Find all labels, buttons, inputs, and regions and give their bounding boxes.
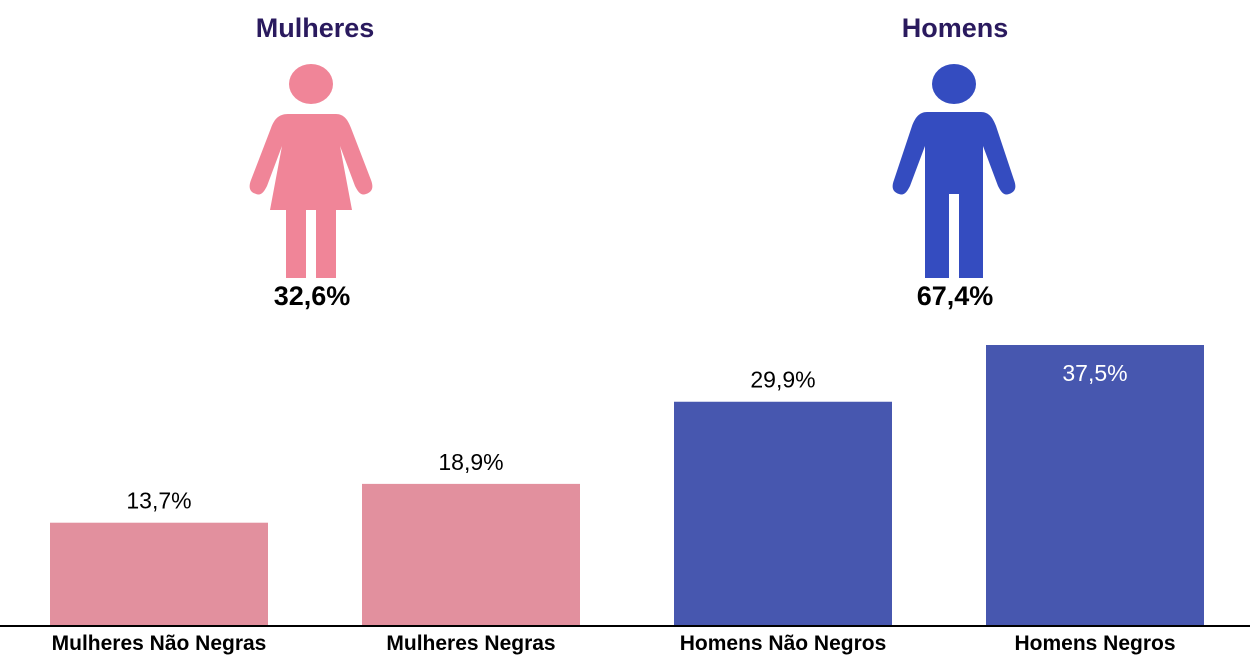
women-total: 32,6% [273, 281, 351, 311]
category-label-3: Homens Não Negros [680, 632, 887, 655]
value-label-4: 37,5% [1062, 360, 1127, 386]
man-icon [892, 64, 1016, 278]
bar-2 [362, 483, 580, 625]
men-group-title: Homens [901, 13, 1009, 43]
category-label-1: Mulheres Não Negras [52, 632, 267, 655]
value-label-1: 13,7% [126, 488, 191, 514]
value-label-3: 29,9% [750, 367, 815, 393]
men-total: 67,4% [916, 281, 994, 311]
women-group-title: Mulheres [255, 13, 375, 43]
man-figure [892, 64, 1016, 278]
category-label-2: Mulheres Negras [386, 632, 555, 655]
woman-figure [249, 64, 373, 278]
bar-1 [50, 522, 268, 625]
value-label-2: 18,9% [438, 449, 503, 475]
category-label-4: Homens Negros [1014, 632, 1175, 655]
bar-4 [986, 345, 1204, 625]
woman-icon [249, 64, 373, 278]
bar-chart: 13,7% Mulheres Não Negras 18,9% Mulheres Ne… [0, 345, 1250, 655]
bar-3 [674, 401, 892, 625]
